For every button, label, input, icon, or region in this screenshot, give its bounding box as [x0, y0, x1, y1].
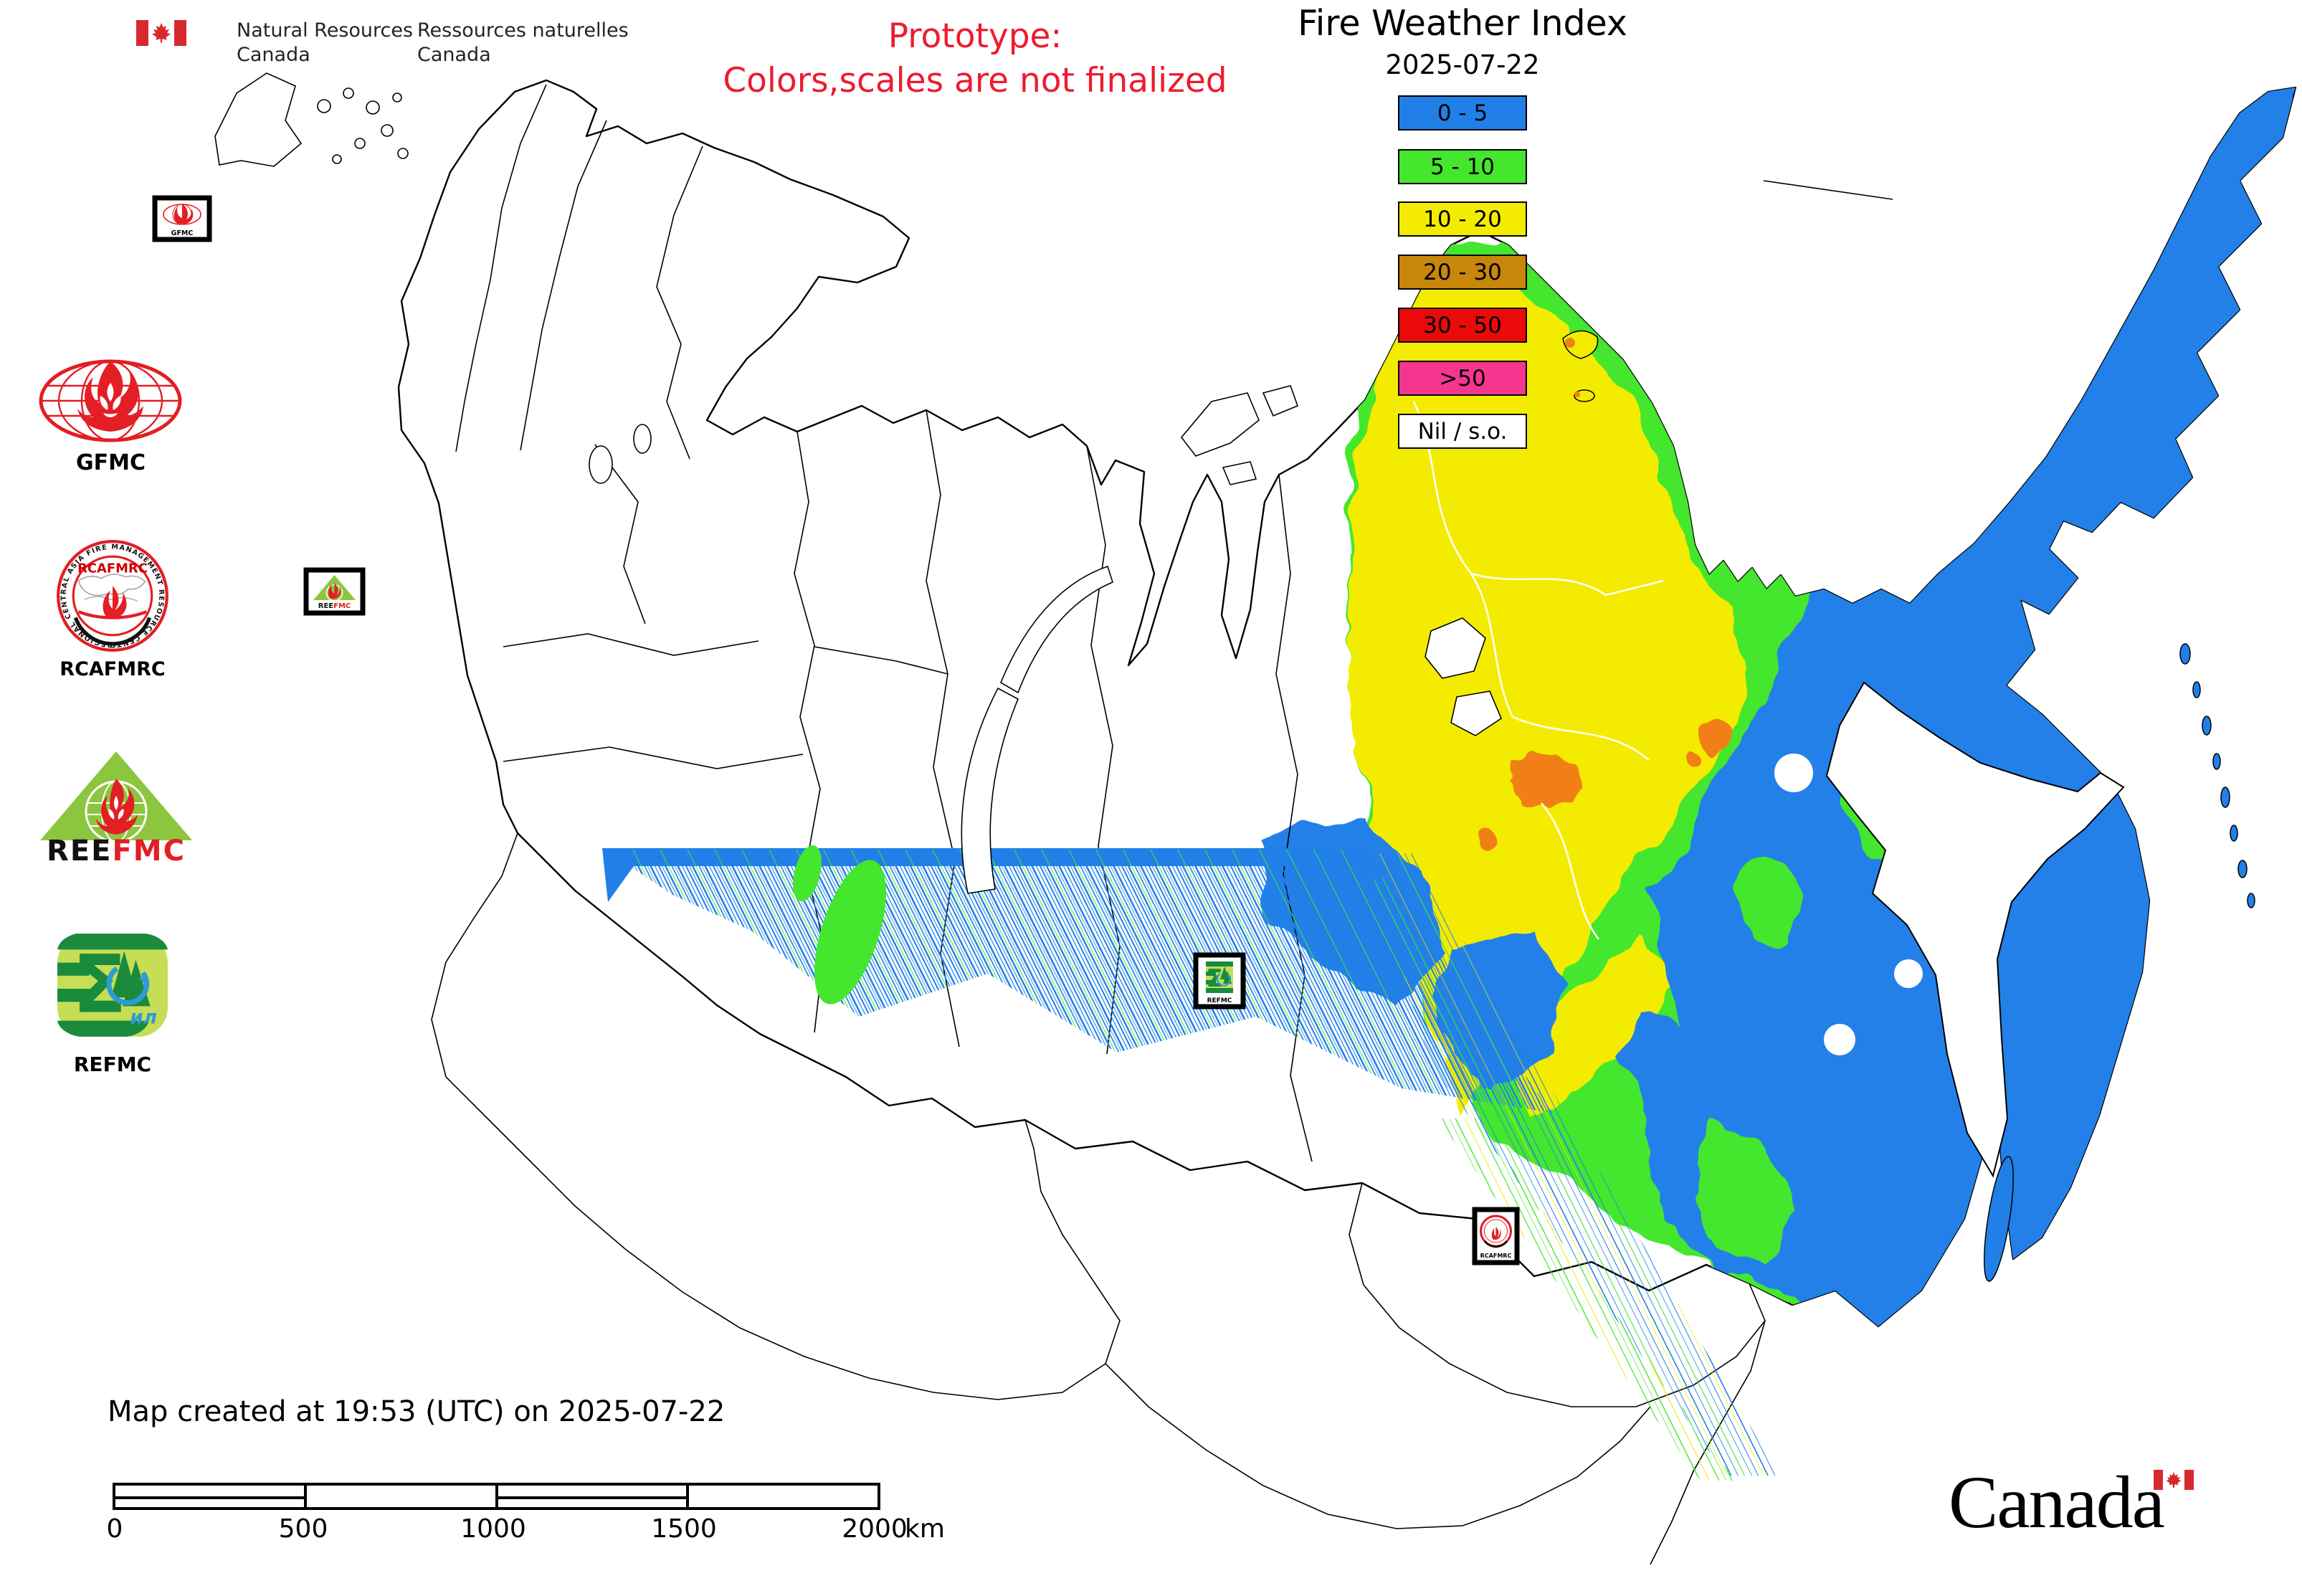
svg-text:REFMC: REFMC	[1207, 997, 1232, 1004]
scale-segment	[498, 1486, 690, 1507]
prototype-warning: Prototype: Colors,scales are not finaliz…	[723, 16, 1227, 100]
rcafmrc-logo: REGIONAL CENTRAL ASIA FIRE MANAGEMENT RE…	[53, 533, 168, 652]
nrcan-english: Natural Resources Canada	[237, 19, 414, 66]
svg-text:Σ: Σ	[1206, 964, 1222, 993]
map-created-text: Map created at 19:53 (UTC) on 2025-07-22	[108, 1395, 726, 1428]
nodata-holes	[1774, 754, 1923, 1055]
gfmc-logo	[39, 359, 182, 442]
gfmc-logo-block: GFMC	[37, 358, 184, 475]
colored-islands	[1562, 330, 2255, 1282]
map-marker-gfmc[interactable]: GFMC	[152, 195, 212, 242]
svg-text:REEFMC: REEFMC	[318, 602, 351, 610]
scale-tick-0: 0	[106, 1514, 123, 1544]
legend-item-0-5: 0 - 5	[1398, 95, 1527, 130]
rcafmrc-logo-block: REGIONAL CENTRAL ASIA FIRE MANAGEMENT RE…	[53, 533, 169, 680]
svg-text:REEFMC: REEFMC	[47, 835, 186, 865]
nrcan-signature: Natural Resources Canada Ressources natur…	[136, 17, 638, 75]
scale-unit: km	[905, 1514, 945, 1544]
gfmc-label: GFMC	[76, 450, 146, 475]
map-date: 2025-07-22	[1385, 49, 1540, 80]
legend-item-gt50: >50	[1398, 361, 1527, 396]
sea-of-okhotsk	[1825, 681, 2125, 1178]
map-marker-rcafmrc[interactable]: RCAFMRC	[1472, 1207, 1520, 1265]
legend-item-nil: Nil / s.o.	[1398, 414, 1527, 449]
scale-segment	[307, 1486, 498, 1507]
scale-tick-2000: 2000	[842, 1514, 908, 1544]
nrcan-french: Ressources naturelles Canada	[417, 19, 629, 66]
canada-wordmark-text: Canada	[1949, 1461, 2165, 1544]
scale-segment	[689, 1486, 877, 1507]
svg-text:RCAFMRC: RCAFMRC	[1480, 1253, 1512, 1259]
refmc-label: REFMC	[73, 1053, 152, 1076]
map-marker-reefmc[interactable]: REEFMC	[303, 567, 366, 616]
svg-text:ил: ил	[130, 1007, 157, 1029]
legend-item-5-10: 5 - 10	[1398, 149, 1527, 184]
scale-segment	[115, 1486, 307, 1507]
scale-tick-1500: 1500	[651, 1514, 717, 1544]
page-title: Fire Weather Index	[1298, 3, 1627, 44]
refmc-logo: Σ ил	[57, 934, 168, 1037]
river-lines	[1412, 401, 1664, 940]
canada-flag-icon	[136, 20, 186, 46]
legend-item-10-20: 10 - 20	[1398, 201, 1527, 237]
rcafmrc-label: RCAFMRC	[60, 658, 166, 680]
map-marker-refmc[interactable]: Σ REFMC	[1193, 952, 1246, 1010]
legend-item-20-30: 20 - 30	[1398, 255, 1527, 290]
scale-tick-500: 500	[278, 1514, 328, 1544]
islands	[214, 72, 1502, 894]
scale-bar	[113, 1483, 880, 1510]
svg-text:GFMC: GFMC	[171, 229, 194, 237]
refmc-logo-block: Σ ил REFMC	[54, 931, 171, 1076]
scale-tick-1000: 1000	[460, 1514, 526, 1544]
canada-wordmark: Canada	[1949, 1460, 2250, 1560]
reefmc-logo: REEFMC	[40, 751, 192, 868]
canada-wordmark-flag-icon	[2154, 1470, 2194, 1490]
legend-item-30-50: 30 - 50	[1398, 308, 1527, 343]
svg-text:RCAFMRC: RCAFMRC	[77, 561, 148, 576]
reefmc-logo-block: REEFMC	[36, 749, 196, 868]
